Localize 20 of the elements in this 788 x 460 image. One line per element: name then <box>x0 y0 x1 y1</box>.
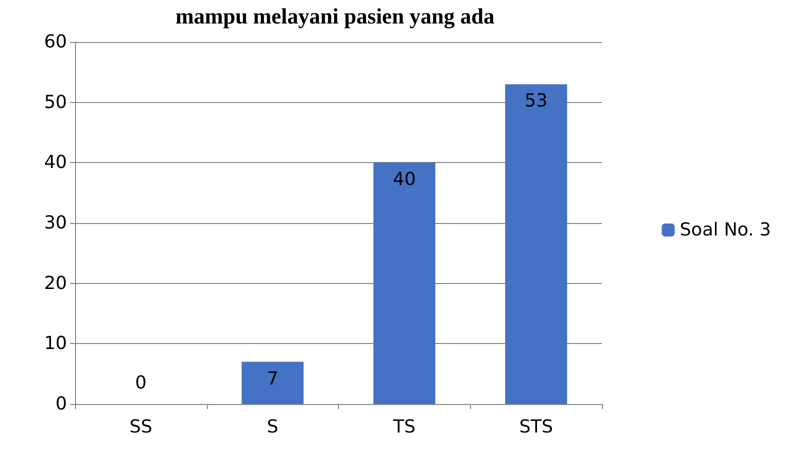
y-tick-label: 20 <box>44 272 67 294</box>
data-label: 53 <box>524 90 548 112</box>
chart-title: mampu melayani pasien yang ada <box>175 4 495 28</box>
x-tick-label: S <box>266 416 278 438</box>
y-tick-label: 10 <box>44 333 67 354</box>
data-label: 0 <box>135 372 147 394</box>
x-tick-label: SS <box>129 416 152 438</box>
bar <box>373 162 436 404</box>
legend-label: Soal No. 3 <box>680 220 771 240</box>
bar <box>505 84 568 404</box>
y-tick-label: 0 <box>56 394 67 414</box>
x-tick-label: STS <box>519 416 554 438</box>
y-tick-label: 40 <box>44 152 67 174</box>
y-tick-label: 50 <box>44 92 67 113</box>
x-tick-label: TS <box>392 416 416 438</box>
bar <box>242 362 304 404</box>
y-tick-label: 30 <box>44 212 67 234</box>
data-label: 7 <box>266 368 278 390</box>
data-label: 40 <box>392 169 416 190</box>
y-tick-label: 60 <box>44 32 67 52</box>
